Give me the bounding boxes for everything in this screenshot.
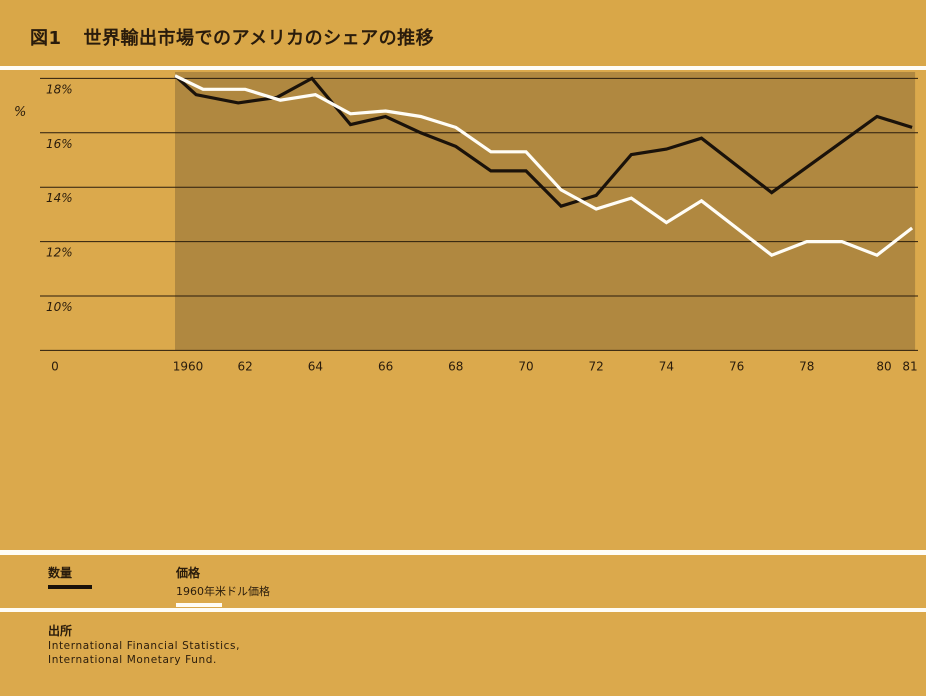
x-tick-label: 72	[589, 359, 604, 373]
legend-price: 価格 1960年米ドル価格	[176, 564, 270, 607]
source-line-2: International Monetary Fund.	[48, 654, 217, 666]
series-line-quantity	[173, 74, 913, 209]
x-tick-label: 78	[799, 359, 814, 373]
chart-area: 10%12%14%16%18%20%22%%019606264666870727…	[0, 0, 926, 550]
title-text: 世界輸出市場でのアメリカのシェアの推移	[83, 28, 435, 49]
shaded-region	[175, 0, 916, 351]
x-tick-label: 1960	[173, 359, 204, 373]
chart-title: 図1 世界輸出市場でのアメリカのシェアの推移	[30, 24, 434, 50]
legend-price-label: 価格	[176, 566, 201, 580]
y-tick-label: 12%	[46, 246, 73, 260]
legend-price-sub: 1960年米ドル価格	[176, 585, 270, 598]
legend: 数量 価格 1960年米ドル価格	[0, 556, 926, 608]
divider-bottom	[0, 608, 926, 612]
x-tick-label: 64	[308, 359, 323, 373]
legend-quantity-label: 数量	[48, 566, 73, 580]
legend-quantity: 数量	[48, 564, 92, 589]
legend-price-swatch	[176, 603, 222, 607]
series-line-price	[174, 74, 914, 258]
y-tick-label: 18%	[46, 82, 73, 96]
legend-quantity-swatch	[48, 585, 92, 589]
divider-middle	[0, 550, 926, 555]
x-tick-label: 70	[518, 359, 533, 373]
x-tick-label: 66	[378, 359, 393, 373]
title-bar: 図1 世界輸出市場でのアメリカのシェアの推移	[0, 0, 926, 68]
x-tick-label: 0	[51, 359, 59, 373]
source-line-1: International Financial Statistics,	[48, 640, 241, 652]
x-tick-label: 80	[876, 359, 891, 373]
y-tick-label: 16%	[46, 137, 73, 151]
x-tick-label: 62	[238, 359, 253, 373]
source-section: 出所 International Financial Statistics, I…	[0, 614, 926, 696]
source-label: 出所	[48, 624, 73, 638]
x-tick-label: 74	[659, 359, 674, 373]
line-chart: 10%12%14%16%18%20%22%%019606264666870727…	[14, 0, 918, 373]
x-tick-label: 68	[448, 359, 463, 373]
y-tick-label: 14%	[46, 191, 73, 205]
x-tick-label: 76	[729, 359, 744, 373]
y-axis-label: %	[14, 105, 26, 120]
y-tick-label: 10%	[46, 300, 73, 314]
divider-top	[0, 66, 926, 70]
figure-label: 図1	[30, 28, 62, 49]
x-tick-label: 81	[902, 359, 917, 373]
